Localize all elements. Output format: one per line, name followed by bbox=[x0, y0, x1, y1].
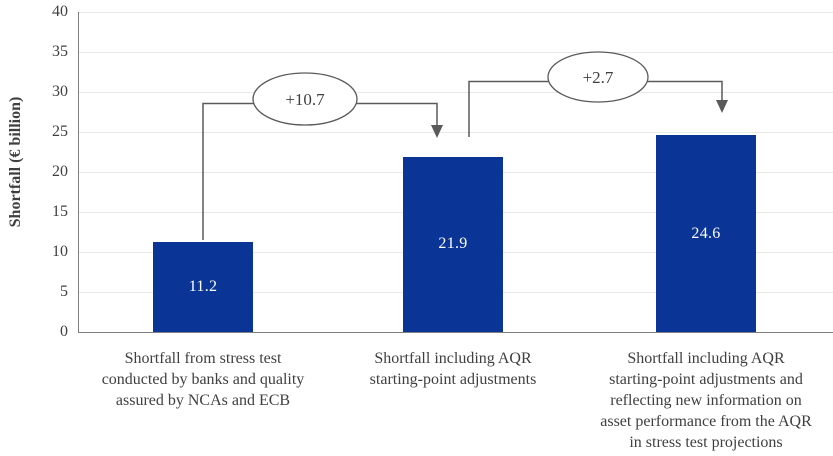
annotation-ellipse bbox=[252, 72, 358, 126]
y-tick-label: 10 bbox=[52, 243, 68, 260]
annotation-ellipse bbox=[547, 51, 649, 103]
bar-value-label: 11.2 bbox=[188, 278, 218, 296]
y-tick-label: 40 bbox=[52, 3, 68, 20]
connector-line bbox=[468, 80, 723, 137]
x-category-label: Shortfall including AQR starting-point a… bbox=[369, 350, 537, 388]
gridline bbox=[79, 12, 833, 13]
gridline bbox=[79, 52, 833, 53]
y-tick-label: 15 bbox=[52, 203, 68, 220]
y-tick-label: 35 bbox=[52, 43, 68, 60]
bar: 24.6 bbox=[656, 135, 756, 332]
y-tick-label: 0 bbox=[60, 323, 68, 340]
annotation-label: +2.7 bbox=[583, 68, 614, 87]
x-category-label: Shortfall including AQR starting-point a… bbox=[600, 350, 812, 451]
bar-value-label: 24.6 bbox=[691, 224, 721, 242]
gridline bbox=[79, 92, 833, 93]
x-axis-line bbox=[78, 332, 833, 333]
y-tick-label: 20 bbox=[52, 163, 68, 180]
arrow-down-icon bbox=[716, 100, 728, 113]
y-tick-label: 25 bbox=[52, 123, 68, 140]
x-category-label: Shortfall from stress test conducted by … bbox=[101, 350, 305, 409]
bar: 21.9 bbox=[403, 156, 503, 332]
y-tick-label: 30 bbox=[52, 83, 68, 100]
y-axis-title: Shortfall (€ billion) bbox=[7, 96, 24, 228]
bar-value-label: 21.9 bbox=[438, 235, 468, 253]
gridline bbox=[79, 132, 833, 133]
y-tick-label: 5 bbox=[60, 283, 68, 300]
y-axis-line bbox=[78, 12, 79, 332]
bar: 11.2 bbox=[153, 242, 253, 332]
